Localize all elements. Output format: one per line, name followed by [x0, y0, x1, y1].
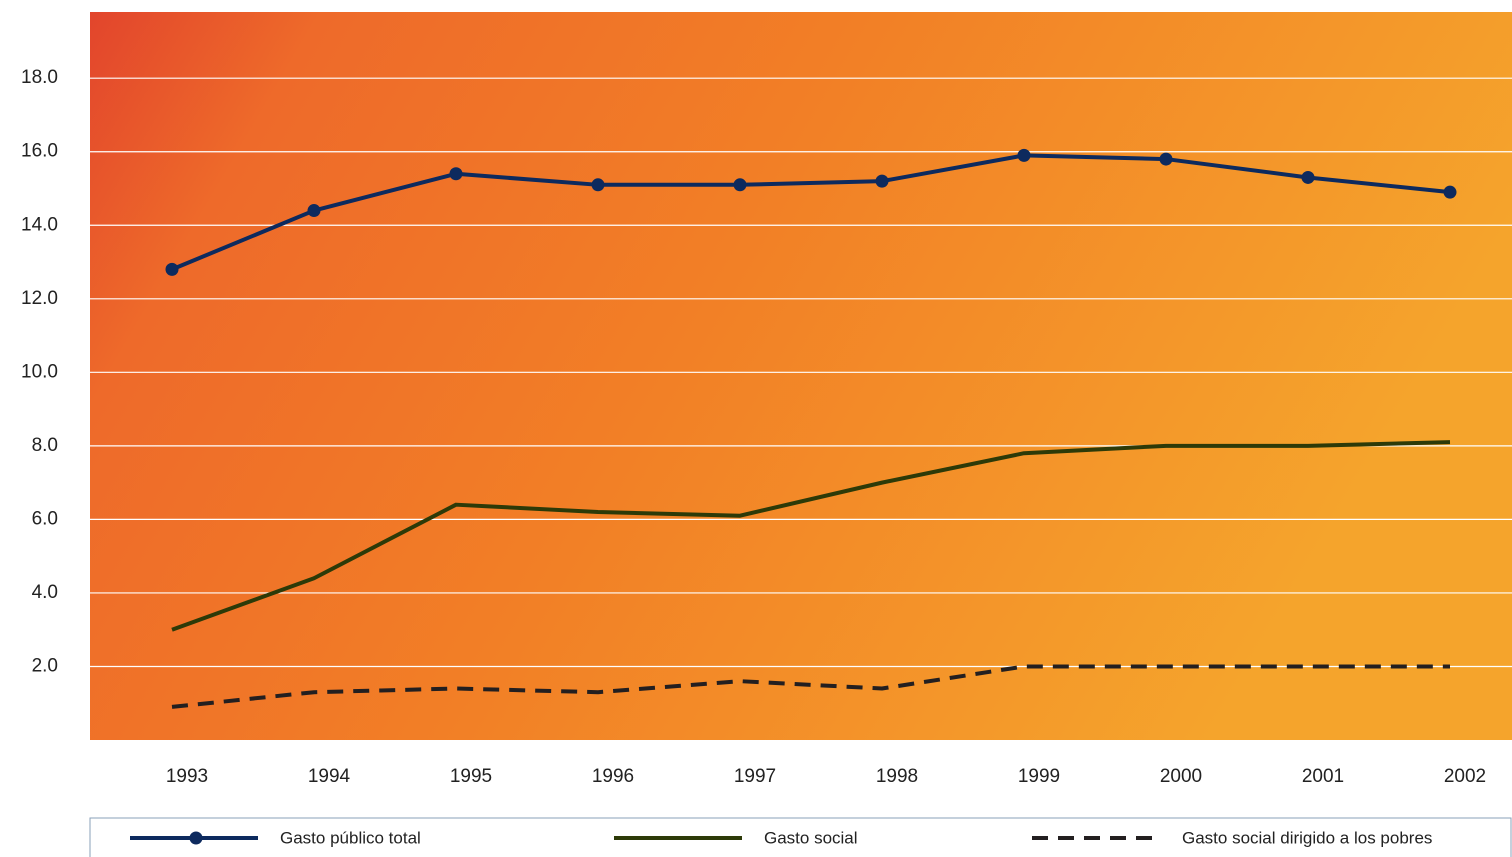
point-marker	[1159, 152, 1173, 166]
y-tick-label: 8.0	[32, 435, 58, 456]
legend-box	[89, 817, 1512, 857]
y-tick-label: 18.0	[21, 67, 58, 88]
point-marker	[307, 204, 321, 218]
point-marker	[449, 167, 463, 181]
point-marker	[733, 178, 747, 192]
series-line	[171, 664, 1450, 709]
x-tick-label: 1994	[308, 766, 351, 787]
x-tick-label: 1996	[592, 766, 634, 787]
plot-background	[90, 12, 1512, 740]
point-marker	[165, 262, 179, 276]
point-marker	[1443, 185, 1457, 199]
legend-label: Gasto público total	[280, 828, 421, 847]
point-marker	[591, 178, 605, 192]
y-tick-label: 4.0	[32, 582, 58, 603]
y-tick-label: 2.0	[32, 655, 58, 676]
point-marker	[1301, 170, 1315, 184]
y-tick-label: 14.0	[21, 214, 58, 235]
x-tick-label: 1998	[876, 766, 918, 787]
legend-label: Gasto social dirigido a los pobres	[1182, 828, 1432, 847]
legend-label: Gasto social	[764, 828, 858, 847]
x-tick-label: 1997	[734, 766, 776, 787]
y-tick-label: 10.0	[21, 361, 58, 382]
y-tick-label: 12.0	[21, 288, 58, 309]
x-tick-label: 1999	[1018, 766, 1060, 787]
x-tick-label: 2002	[1444, 766, 1486, 787]
y-tick-label: 16.0	[21, 141, 58, 162]
y-tick-label: 6.0	[32, 508, 58, 529]
x-tick-label: 1993	[166, 766, 208, 787]
x-tick-label: 2000	[1160, 766, 1202, 787]
series-line	[171, 440, 1451, 632]
point-marker	[875, 174, 889, 188]
x-tick-label: 2001	[1302, 766, 1344, 787]
series-line	[171, 153, 1451, 272]
point-marker	[1017, 148, 1031, 162]
legend-marker	[189, 831, 203, 845]
x-tick-label: 1995	[450, 766, 492, 787]
